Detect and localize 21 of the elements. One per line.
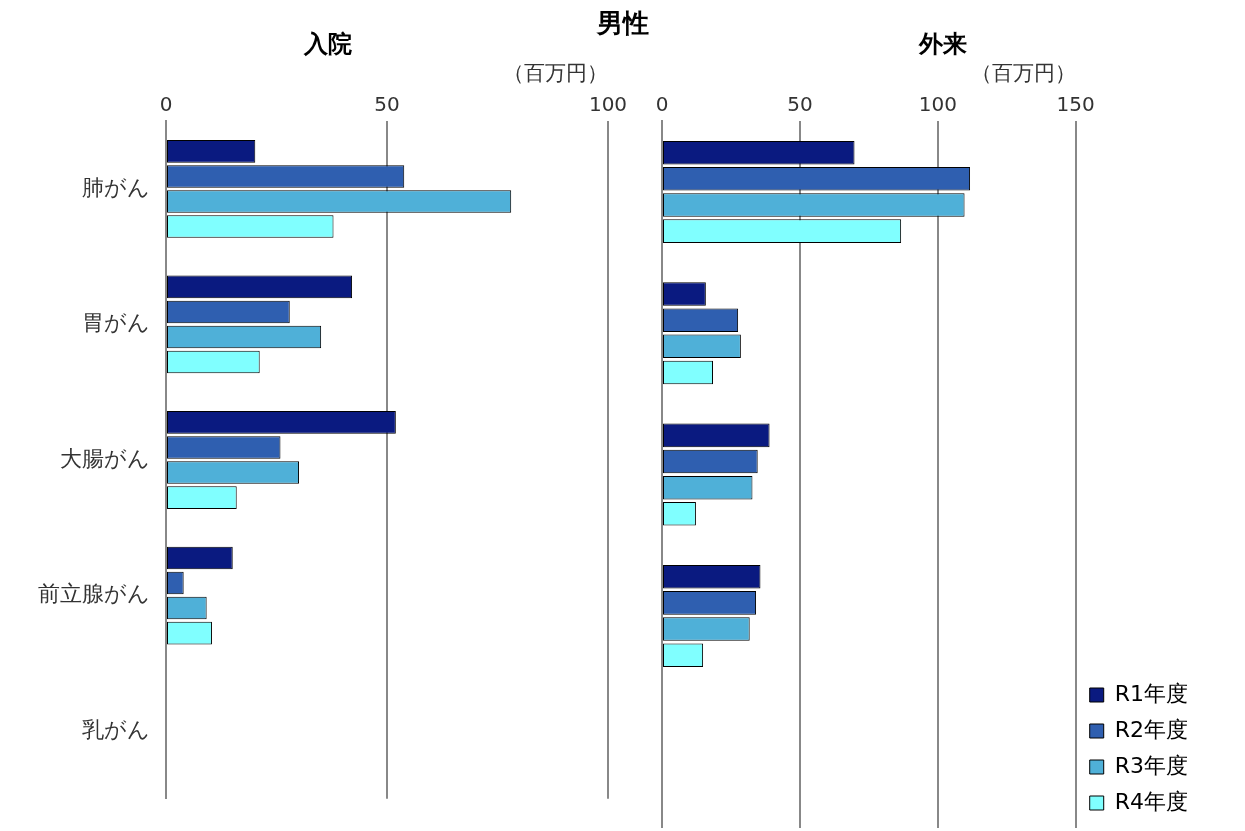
y-tick-label: 肺がん (82, 174, 150, 200)
chart-subtitle: 入院 (304, 30, 352, 58)
x-tick-label: 100 (588, 92, 628, 117)
chart-title: 男性 (595, 8, 650, 38)
y-tick-label: 乳がん (82, 716, 150, 742)
legend-label: R3年度 (1114, 752, 1189, 778)
legend-label: R4年度 (1114, 788, 1189, 814)
x-tick-label: 150 (1056, 92, 1095, 117)
chart-subtitle: 外来 (917, 29, 968, 58)
x-axis-title: （百万円） (970, 61, 1076, 86)
y-tick-label: 胃がん (82, 310, 150, 336)
y-tick-label: 大腸がん (60, 445, 150, 471)
legend-label: R2年度 (1114, 716, 1189, 742)
x-tick-label: 50 (374, 92, 400, 117)
x-tick-label: 0 (159, 92, 173, 117)
x-axis-title: （百万円） (503, 61, 608, 86)
legend-label: R1年度 (1114, 680, 1189, 706)
x-tick-label: 50 (787, 92, 813, 117)
x-tick-label: 0 (655, 92, 669, 117)
y-tick-label: 前立腺がん (38, 581, 150, 607)
x-tick-label: 100 (918, 92, 957, 117)
